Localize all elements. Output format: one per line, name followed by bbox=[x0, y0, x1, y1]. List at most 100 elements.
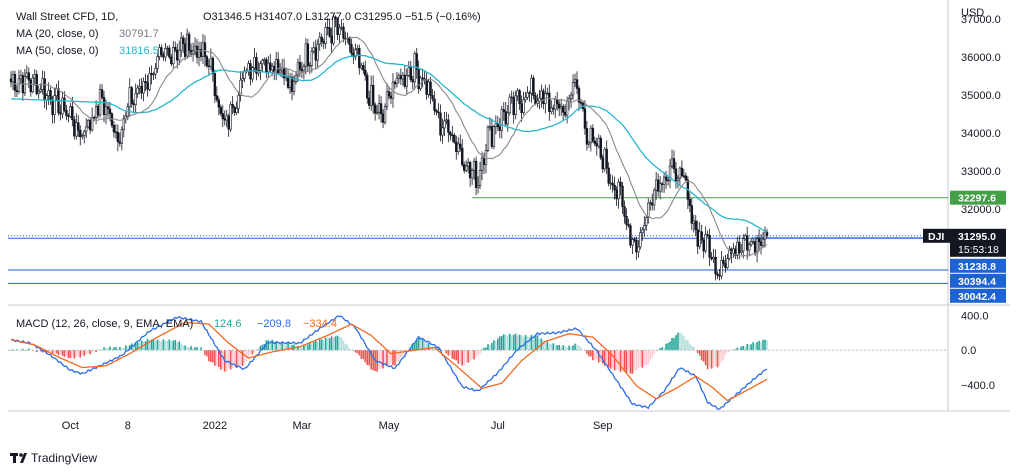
macd-histogram-bar bbox=[613, 350, 616, 371]
macd-pane[interactable] bbox=[8, 305, 948, 411]
candle bbox=[178, 49, 181, 61]
macd-histogram-bar bbox=[14, 350, 16, 352]
macd-histogram-bar bbox=[625, 350, 628, 374]
candle bbox=[516, 90, 519, 97]
macd-histogram-bar bbox=[91, 350, 93, 353]
candle bbox=[508, 96, 511, 114]
ma20-legend-label[interactable]: MA (20, close, 0) bbox=[16, 28, 99, 40]
candle bbox=[751, 241, 755, 243]
macd-histogram-bar bbox=[69, 350, 72, 359]
macd-histogram-bar bbox=[289, 345, 291, 351]
candle bbox=[310, 50, 314, 66]
candle bbox=[435, 110, 438, 113]
macd-legend-label[interactable]: MACD (12, 26, close, 9, EMA, EMA) bbox=[16, 318, 193, 330]
candle bbox=[742, 238, 745, 252]
candle bbox=[96, 106, 100, 116]
tradingview-logo[interactable]: TradingView bbox=[10, 451, 97, 465]
macd-histogram-bar bbox=[146, 338, 149, 351]
macd-histogram-bar bbox=[692, 346, 695, 351]
candle bbox=[684, 175, 688, 181]
macd-histogram-bar bbox=[510, 335, 513, 351]
candle bbox=[411, 79, 414, 83]
macd-axis[interactable]: 400.0 0.0 −400.0 bbox=[961, 310, 995, 392]
candle bbox=[674, 168, 678, 182]
macd-histogram-bar bbox=[35, 350, 38, 353]
macd-histogram-bar bbox=[657, 350, 659, 351]
macd-histogram-bar bbox=[202, 350, 204, 352]
macd-histogram-bar bbox=[388, 350, 390, 365]
macd-histogram-bar bbox=[65, 350, 68, 356]
macd-histogram-bar bbox=[671, 337, 673, 351]
macd-histogram-bar bbox=[752, 342, 754, 351]
candle bbox=[494, 122, 498, 127]
macd-histogram-bar bbox=[479, 350, 481, 354]
macd-histogram-bar bbox=[152, 338, 155, 351]
macd-histogram-bar bbox=[704, 350, 707, 366]
candle bbox=[666, 179, 670, 182]
candle bbox=[405, 75, 409, 87]
candle bbox=[340, 26, 343, 29]
candle bbox=[172, 46, 175, 65]
candle bbox=[542, 90, 545, 104]
macd-histogram-bar bbox=[330, 336, 333, 351]
candle bbox=[29, 79, 32, 93]
macd-histogram-bar bbox=[273, 342, 276, 351]
candle bbox=[449, 132, 452, 136]
ma50-legend-label[interactable]: MA (50, close, 0) bbox=[16, 45, 99, 57]
candle bbox=[342, 26, 345, 39]
macd-histogram-bar bbox=[736, 347, 739, 351]
macd-histogram-bar bbox=[85, 350, 88, 356]
candle bbox=[461, 147, 464, 166]
symbol-title[interactable]: Wall Street CFD, 1D, bbox=[16, 11, 118, 23]
macd-histogram-bar bbox=[659, 348, 661, 351]
candle bbox=[526, 92, 529, 98]
candle bbox=[761, 238, 765, 246]
candle bbox=[65, 109, 68, 116]
macd-histogram-bar bbox=[508, 333, 511, 351]
macd-tick-label: 400.0 bbox=[961, 310, 989, 322]
price-axis[interactable]: 37000.0 36000.0 35000.0 34000.0 33000.0 32000… bbox=[961, 14, 1001, 216]
signal-line[interactable] bbox=[10, 321, 768, 402]
macd-legend-hist: 124.6 bbox=[214, 318, 242, 330]
candle bbox=[393, 81, 397, 85]
macd-histogram-bar bbox=[617, 350, 620, 370]
macd-histogram-bar bbox=[103, 347, 105, 351]
macd-histogram-bar bbox=[756, 342, 758, 351]
macd-histogram-bar bbox=[277, 341, 279, 351]
macd-histogram-bar bbox=[518, 334, 521, 351]
candle bbox=[453, 134, 456, 143]
macd-histogram-bar bbox=[261, 344, 264, 351]
candle bbox=[720, 259, 723, 277]
horizontal-levels[interactable] bbox=[8, 197, 948, 284]
candle bbox=[490, 126, 494, 147]
time-axis[interactable]: Oct 8 2022 Mar May Jul Sep bbox=[62, 420, 613, 432]
macd-histogram-bar bbox=[530, 334, 533, 351]
candle bbox=[128, 87, 131, 108]
macd-line[interactable] bbox=[10, 315, 768, 410]
candle bbox=[524, 96, 527, 101]
candle bbox=[421, 77, 424, 80]
macd-histogram-bar bbox=[124, 345, 127, 351]
candle bbox=[504, 111, 507, 125]
macd-histogram-bar bbox=[665, 343, 667, 351]
macd-histogram-bar bbox=[295, 346, 297, 351]
macd-histogram-bar bbox=[726, 350, 729, 352]
candle bbox=[649, 202, 652, 204]
macd-histogram-bar bbox=[499, 336, 501, 351]
candle bbox=[759, 241, 763, 246]
candle bbox=[538, 97, 541, 102]
current-price-ticker: DJI bbox=[928, 231, 944, 243]
ma20-line[interactable] bbox=[10, 36, 768, 257]
candle bbox=[164, 48, 167, 58]
candle bbox=[692, 220, 695, 224]
candle bbox=[67, 115, 70, 117]
candle bbox=[229, 104, 232, 130]
macd-histogram-bar bbox=[639, 350, 642, 367]
candle bbox=[484, 150, 488, 165]
candle bbox=[603, 148, 606, 170]
macd-histogram-bar bbox=[121, 347, 123, 351]
price-tick-label: 37000.0 bbox=[961, 14, 1001, 26]
macd-histogram-bar bbox=[285, 344, 287, 351]
macd-histogram-bar bbox=[249, 350, 252, 355]
